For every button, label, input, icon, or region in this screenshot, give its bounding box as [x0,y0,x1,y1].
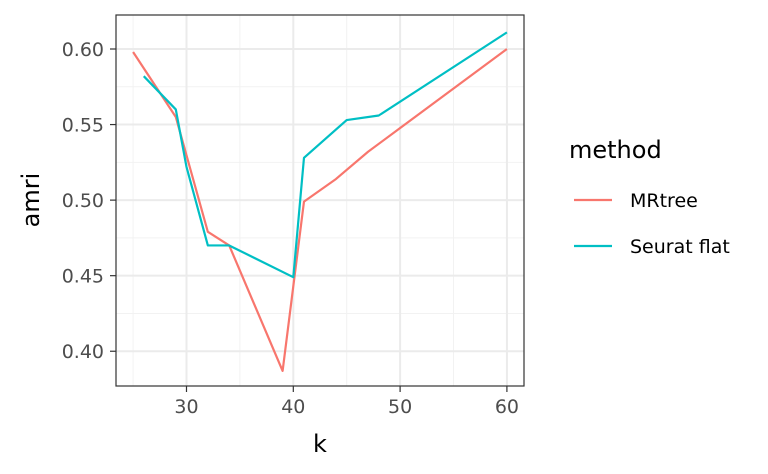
x-tick-label: 40 [281,396,305,418]
y-tick-label: 0.60 [62,39,104,61]
y-axis: 0.40 0.45 0.50 0.55 0.60 [62,39,116,363]
y-tick-label: 0.40 [62,341,104,363]
x-tick-label: 30 [174,396,198,418]
legend: method MRtree Seurat flat [569,136,730,258]
series-line [132,48,508,372]
series-lines [132,31,508,372]
y-tick-label: 0.45 [62,266,104,288]
legend-title: method [569,136,662,164]
legend-label: MRtree [630,190,698,212]
x-tick-label: 60 [495,396,519,418]
y-axis-title: amri [17,173,45,228]
series-line [142,31,508,279]
x-axis: 30 40 50 60 [174,386,519,418]
x-axis-title: k [313,430,327,458]
major-gridlines [116,15,524,386]
x-tick-label: 50 [388,396,412,418]
y-tick-label: 0.50 [62,190,104,212]
y-tick-label: 0.55 [62,115,104,137]
legend-label: Seurat flat [630,236,730,258]
